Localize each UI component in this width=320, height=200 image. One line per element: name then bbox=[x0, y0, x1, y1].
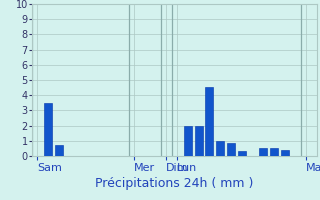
Bar bbox=[259, 148, 267, 156]
Bar bbox=[237, 151, 246, 156]
Bar bbox=[184, 126, 192, 156]
Bar bbox=[44, 103, 52, 156]
Bar bbox=[227, 143, 235, 156]
X-axis label: Précipitations 24h ( mm ): Précipitations 24h ( mm ) bbox=[95, 177, 253, 190]
Bar bbox=[281, 150, 289, 156]
Bar bbox=[270, 148, 278, 156]
Bar bbox=[216, 141, 224, 156]
Bar bbox=[55, 145, 63, 156]
Bar bbox=[195, 126, 203, 156]
Bar bbox=[205, 87, 213, 156]
